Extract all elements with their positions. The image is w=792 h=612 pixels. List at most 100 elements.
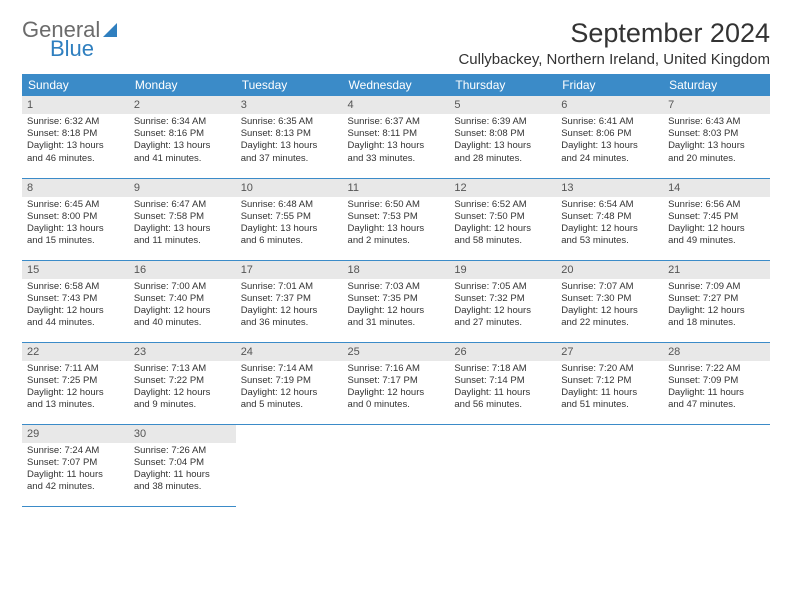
day-number: 24 (236, 343, 343, 361)
day-number: 10 (236, 179, 343, 197)
cell-line: Sunset: 8:03 PM (668, 128, 765, 140)
cell-line: Sunset: 7:43 PM (27, 293, 124, 305)
cell-line: and 40 minutes. (134, 317, 231, 329)
day-number: 28 (663, 343, 770, 361)
calendar-cell: 26Sunrise: 7:18 AMSunset: 7:14 PMDayligh… (449, 342, 556, 424)
cell-line: Sunset: 8:16 PM (134, 128, 231, 140)
cell-line: and 22 minutes. (561, 317, 658, 329)
cell-line: Sunset: 7:09 PM (668, 375, 765, 387)
weekday-header: Friday (556, 74, 663, 96)
cell-line: and 28 minutes. (454, 153, 551, 165)
weekday-header: Thursday (449, 74, 556, 96)
calendar-cell: 14Sunrise: 6:56 AMSunset: 7:45 PMDayligh… (663, 178, 770, 260)
cell-line: and 38 minutes. (134, 481, 231, 493)
cell-line: Daylight: 12 hours (27, 387, 124, 399)
cell-line: Sunrise: 6:58 AM (27, 281, 124, 293)
cell-line: Daylight: 12 hours (348, 387, 445, 399)
calendar-cell: 7Sunrise: 6:43 AMSunset: 8:03 PMDaylight… (663, 96, 770, 178)
cell-line: Sunrise: 7:26 AM (134, 445, 231, 457)
cell-line: Sunrise: 7:13 AM (134, 363, 231, 375)
cell-line: Sunset: 7:30 PM (561, 293, 658, 305)
calendar-cell: 24Sunrise: 7:14 AMSunset: 7:19 PMDayligh… (236, 342, 343, 424)
weekday-header: Monday (129, 74, 236, 96)
cell-line: Sunset: 8:06 PM (561, 128, 658, 140)
cell-line: Sunset: 7:58 PM (134, 211, 231, 223)
calendar-cell: 11Sunrise: 6:50 AMSunset: 7:53 PMDayligh… (343, 178, 450, 260)
cell-line: Daylight: 12 hours (134, 387, 231, 399)
calendar-cell (343, 424, 450, 506)
day-number: 15 (22, 261, 129, 279)
cell-line: Daylight: 13 hours (241, 140, 338, 152)
calendar-cell: 29Sunrise: 7:24 AMSunset: 7:07 PMDayligh… (22, 424, 129, 506)
day-number: 19 (449, 261, 556, 279)
cell-line: Sunrise: 7:22 AM (668, 363, 765, 375)
cell-line: Sunrise: 7:00 AM (134, 281, 231, 293)
cell-line: and 36 minutes. (241, 317, 338, 329)
cell-line: and 53 minutes. (561, 235, 658, 247)
day-number: 3 (236, 96, 343, 114)
cell-line: Sunset: 7:07 PM (27, 457, 124, 469)
cell-line: Sunset: 7:22 PM (134, 375, 231, 387)
cell-line: Daylight: 13 hours (454, 140, 551, 152)
cell-line: Sunrise: 7:09 AM (668, 281, 765, 293)
cell-line: Sunset: 7:32 PM (454, 293, 551, 305)
cell-line: and 9 minutes. (134, 399, 231, 411)
cell-line: Sunset: 8:13 PM (241, 128, 338, 140)
calendar-cell: 1Sunrise: 6:32 AMSunset: 8:18 PMDaylight… (22, 96, 129, 178)
calendar-cell: 9Sunrise: 6:47 AMSunset: 7:58 PMDaylight… (129, 178, 236, 260)
cell-line: Daylight: 13 hours (348, 140, 445, 152)
cell-line: Daylight: 12 hours (134, 305, 231, 317)
logo-triangle-icon (103, 23, 117, 37)
calendar-row: 22Sunrise: 7:11 AMSunset: 7:25 PMDayligh… (22, 342, 770, 424)
cell-line: Sunrise: 6:50 AM (348, 199, 445, 211)
cell-line: Daylight: 12 hours (27, 305, 124, 317)
day-number: 9 (129, 179, 236, 197)
cell-line: Sunset: 7:25 PM (27, 375, 124, 387)
cell-line: Sunrise: 6:35 AM (241, 116, 338, 128)
cell-line: Sunset: 7:27 PM (668, 293, 765, 305)
calendar-cell: 4Sunrise: 6:37 AMSunset: 8:11 PMDaylight… (343, 96, 450, 178)
cell-line: Sunset: 8:00 PM (27, 211, 124, 223)
title-block: September 2024 Cullybackey, Northern Ire… (458, 18, 770, 68)
cell-line: Daylight: 13 hours (134, 140, 231, 152)
cell-line: and 46 minutes. (27, 153, 124, 165)
cell-line: Sunset: 7:37 PM (241, 293, 338, 305)
cell-line: Sunset: 8:08 PM (454, 128, 551, 140)
logo-blue: Blue (50, 37, 117, 60)
cell-line: Sunset: 7:48 PM (561, 211, 658, 223)
cell-line: and 2 minutes. (348, 235, 445, 247)
calendar-cell: 18Sunrise: 7:03 AMSunset: 7:35 PMDayligh… (343, 260, 450, 342)
calendar-row: 15Sunrise: 6:58 AMSunset: 7:43 PMDayligh… (22, 260, 770, 342)
day-number: 11 (343, 179, 450, 197)
cell-line: Sunrise: 6:41 AM (561, 116, 658, 128)
cell-line: Daylight: 12 hours (454, 305, 551, 317)
cell-line: Sunrise: 7:11 AM (27, 363, 124, 375)
cell-line: and 5 minutes. (241, 399, 338, 411)
day-number: 18 (343, 261, 450, 279)
cell-line: Daylight: 13 hours (668, 140, 765, 152)
cell-line: Sunset: 8:11 PM (348, 128, 445, 140)
day-number: 30 (129, 425, 236, 443)
cell-line: Sunset: 7:17 PM (348, 375, 445, 387)
cell-line: and 27 minutes. (454, 317, 551, 329)
day-number: 14 (663, 179, 770, 197)
cell-line: Sunset: 7:14 PM (454, 375, 551, 387)
cell-line: Daylight: 13 hours (561, 140, 658, 152)
cell-line: Sunset: 7:50 PM (454, 211, 551, 223)
cell-line: Sunrise: 7:05 AM (454, 281, 551, 293)
cell-line: Daylight: 11 hours (134, 469, 231, 481)
calendar-cell: 10Sunrise: 6:48 AMSunset: 7:55 PMDayligh… (236, 178, 343, 260)
day-number: 13 (556, 179, 663, 197)
cell-line: and 42 minutes. (27, 481, 124, 493)
cell-line: Daylight: 12 hours (668, 305, 765, 317)
cell-line: and 41 minutes. (134, 153, 231, 165)
day-number: 17 (236, 261, 343, 279)
cell-line: Sunset: 7:55 PM (241, 211, 338, 223)
cell-line: and 51 minutes. (561, 399, 658, 411)
cell-line: Daylight: 13 hours (27, 140, 124, 152)
cell-line: Daylight: 12 hours (454, 223, 551, 235)
day-number: 8 (22, 179, 129, 197)
cell-line: Sunrise: 7:14 AM (241, 363, 338, 375)
day-number: 20 (556, 261, 663, 279)
cell-line: and 24 minutes. (561, 153, 658, 165)
